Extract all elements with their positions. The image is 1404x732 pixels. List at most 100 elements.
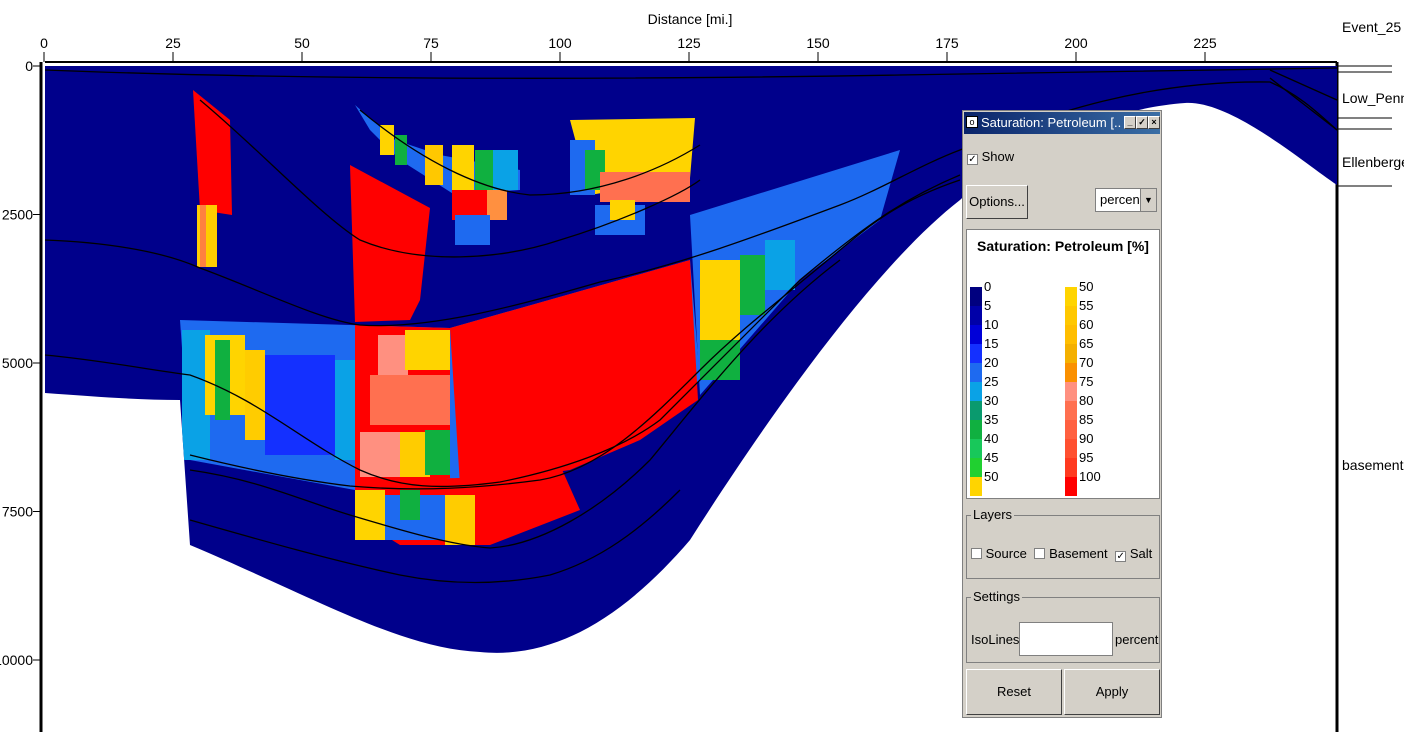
- isolines-label: IsoLines: [971, 632, 1020, 647]
- show-label: Show: [981, 149, 1015, 164]
- legend-value-label: 70: [1079, 355, 1094, 370]
- panel-title: Saturation: Petroleum [..: [981, 115, 1122, 130]
- pin-check-icon[interactable]: ✓: [1136, 116, 1148, 129]
- legend-value-label: 100: [1079, 469, 1101, 484]
- legend-swatch: [970, 344, 982, 363]
- legend-swatch: [1065, 344, 1077, 363]
- x-tick-label: 0: [40, 35, 48, 51]
- horizon-labels: Event_25 - Low_Penn Ellenberge basement: [1342, 19, 1404, 473]
- show-toggle[interactable]: ✓ Show: [967, 149, 1014, 165]
- x-tick-label: 150: [806, 35, 830, 51]
- legend-box: Saturation: Petroleum [%] 0 5 10 15 20 25 30 35…: [966, 229, 1160, 499]
- legend-value-label: 25: [984, 374, 999, 389]
- y-axis-ticks: 0 2500 5000 7500 10000: [0, 58, 41, 668]
- legend-swatch: [970, 287, 982, 306]
- legend-swatch: [1065, 325, 1077, 344]
- legend-swatch: [970, 420, 982, 439]
- legend-swatch: [1065, 363, 1077, 382]
- show-checkbox[interactable]: ✓: [967, 154, 978, 165]
- legend-swatch: [970, 363, 982, 382]
- isolines-input[interactable]: [1019, 622, 1113, 656]
- source-label: Source: [985, 546, 1027, 561]
- basement-label: Basement: [1049, 546, 1108, 561]
- salt-label: Salt: [1129, 546, 1153, 561]
- legend-value-label: 50: [1079, 279, 1094, 294]
- legend-value-label: 10: [984, 317, 999, 332]
- legend-swatch: [970, 325, 982, 344]
- horizon-label-dividers: [1337, 65, 1392, 187]
- y-tick-label: 0: [25, 58, 33, 74]
- legend-value-label: 65: [1079, 336, 1094, 351]
- x-tick-label: 50: [294, 35, 310, 51]
- unit-select[interactable]: percent ▼: [1095, 188, 1157, 212]
- legend-title: Saturation: Petroleum [%]: [977, 238, 1149, 254]
- settings-group-label: Settings: [971, 589, 1022, 604]
- x-tick-label: 225: [1193, 35, 1217, 51]
- legend-value-label: 15: [984, 336, 999, 351]
- panel-titlebar[interactable]: o Saturation: Petroleum [.. _ ✓ ×: [964, 112, 1160, 134]
- x-tick-label: 175: [935, 35, 959, 51]
- legend-swatch: [1065, 477, 1077, 496]
- legend-value-label: 20: [984, 355, 999, 370]
- close-icon[interactable]: ×: [1148, 116, 1160, 129]
- layers-group-label: Layers: [971, 507, 1015, 522]
- legend-swatch: [970, 458, 982, 477]
- legend-swatch: [1065, 420, 1077, 439]
- saturation-field: [180, 90, 900, 545]
- legend-value-label: 55: [1079, 298, 1094, 313]
- x-tick-label: 100: [548, 35, 572, 51]
- legend-swatch: [1065, 287, 1077, 306]
- legend-swatch: [970, 477, 982, 496]
- layers-group: Layers Source Basement ✓ Salt: [966, 507, 1160, 579]
- legend-swatch: [970, 306, 982, 325]
- x-tick-label: 75: [423, 35, 439, 51]
- isolines-unit: percent: [1115, 632, 1159, 647]
- source-checkbox[interactable]: [971, 548, 982, 559]
- horizon-event-25-label: Event_25 -: [1342, 19, 1404, 35]
- salt-checkbox[interactable]: ✓: [1115, 551, 1127, 562]
- basement-checkbox[interactable]: [1034, 548, 1046, 559]
- x-tick-label: 125: [677, 35, 701, 51]
- legend-swatch: [1065, 382, 1077, 401]
- legend-value-label: 5: [984, 298, 992, 313]
- legend-value-label: 90: [1079, 431, 1094, 446]
- legend-value-label: 0: [984, 279, 992, 294]
- legend-value-label: 45: [984, 450, 999, 465]
- legend-value-label: 95: [1079, 450, 1094, 465]
- legend-swatch: [1065, 458, 1077, 477]
- minimize-icon[interactable]: _: [1124, 116, 1136, 129]
- apply-button[interactable]: Apply: [1064, 669, 1160, 715]
- horizon-basement-label: basement: [1342, 457, 1404, 473]
- legend-swatch: [1065, 306, 1077, 325]
- legend-value-label: 80: [1079, 393, 1094, 408]
- legend-swatch: [970, 401, 982, 420]
- unit-select-value: percent: [1100, 192, 1144, 207]
- x-axis-ticks: 0 25 50 75 100 125 150 175 200 225: [40, 35, 1217, 62]
- legend-swatch: [970, 382, 982, 401]
- legend-swatch: [970, 439, 982, 458]
- legend-value-label: 40: [984, 431, 999, 446]
- legend-swatch: [1065, 439, 1077, 458]
- y-tick-label: 10000: [0, 652, 33, 668]
- y-tick-label: 5000: [2, 355, 33, 371]
- saturation-legend-panel[interactable]: o Saturation: Petroleum [.. _ ✓ × ✓ Show…: [962, 110, 1162, 718]
- horizon-ellenberger-label: Ellenberge: [1342, 154, 1404, 170]
- legend-value-label: 85: [1079, 412, 1094, 427]
- y-tick-label: 7500: [2, 504, 33, 520]
- legend-value-label: 75: [1079, 374, 1094, 389]
- reset-button[interactable]: Reset: [966, 669, 1062, 715]
- x-axis-title: Distance [mi.]: [648, 11, 733, 27]
- horizon-lines: [44, 67, 1338, 584]
- x-tick-label: 25: [165, 35, 181, 51]
- y-tick-label: 2500: [2, 207, 33, 223]
- system-menu-icon[interactable]: o: [966, 116, 978, 128]
- legend-value-label: 30: [984, 393, 999, 408]
- legend-swatch: [1065, 401, 1077, 420]
- chevron-down-icon[interactable]: ▼: [1140, 189, 1156, 211]
- legend-value-label: 35: [984, 412, 999, 427]
- legend-value-label: 50: [984, 469, 999, 484]
- legend-value-label: 60: [1079, 317, 1094, 332]
- options-button[interactable]: Options...: [966, 185, 1028, 219]
- horizon-low-penn-label: Low_Penn: [1342, 90, 1404, 106]
